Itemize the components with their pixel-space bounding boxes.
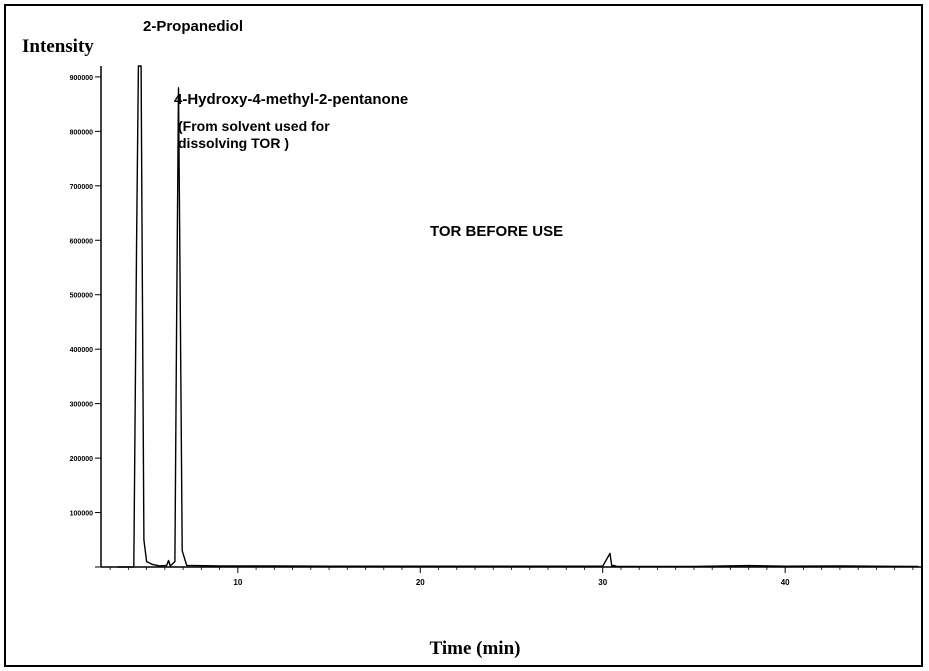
peak-note-line-2: dissolving TOR ) xyxy=(178,135,289,151)
y-tick-label: 800000 xyxy=(70,129,93,136)
y-tick-label: 400000 xyxy=(70,347,93,354)
y-tick-label: 500000 xyxy=(70,293,93,300)
y-axis-label: Intensity xyxy=(22,36,94,57)
x-tick-label: 20 xyxy=(416,578,425,587)
x-axis-label: Time (min) xyxy=(430,638,521,659)
y-tick-label: 900000 xyxy=(70,75,93,82)
chart-frame xyxy=(4,4,923,667)
series-line-0 xyxy=(117,65,919,568)
y-tick-label: 300000 xyxy=(70,402,93,409)
peak-label-propanediol: 2-Propanediol xyxy=(143,18,243,35)
peak-label-hydroxy-pentanone: 4-Hydroxy-4-methyl-2-pentanone xyxy=(174,91,408,108)
peak-note-line-1: (From solvent used for xyxy=(178,118,330,134)
y-tick-label: 200000 xyxy=(70,456,93,463)
series-group xyxy=(117,65,919,568)
y-tick-label: 100000 xyxy=(70,511,93,518)
y-tick-label: 700000 xyxy=(70,184,93,191)
x-tick-label: 10 xyxy=(233,578,242,587)
chart-title: TOR BEFORE USE xyxy=(430,223,563,240)
y-tick-label: 600000 xyxy=(70,238,93,245)
x-tick-label: 40 xyxy=(781,578,790,587)
ticks-group: 100000 200000 300000 400000 500000 600000 7000… xyxy=(70,75,914,587)
x-tick-label: 30 xyxy=(598,578,607,587)
